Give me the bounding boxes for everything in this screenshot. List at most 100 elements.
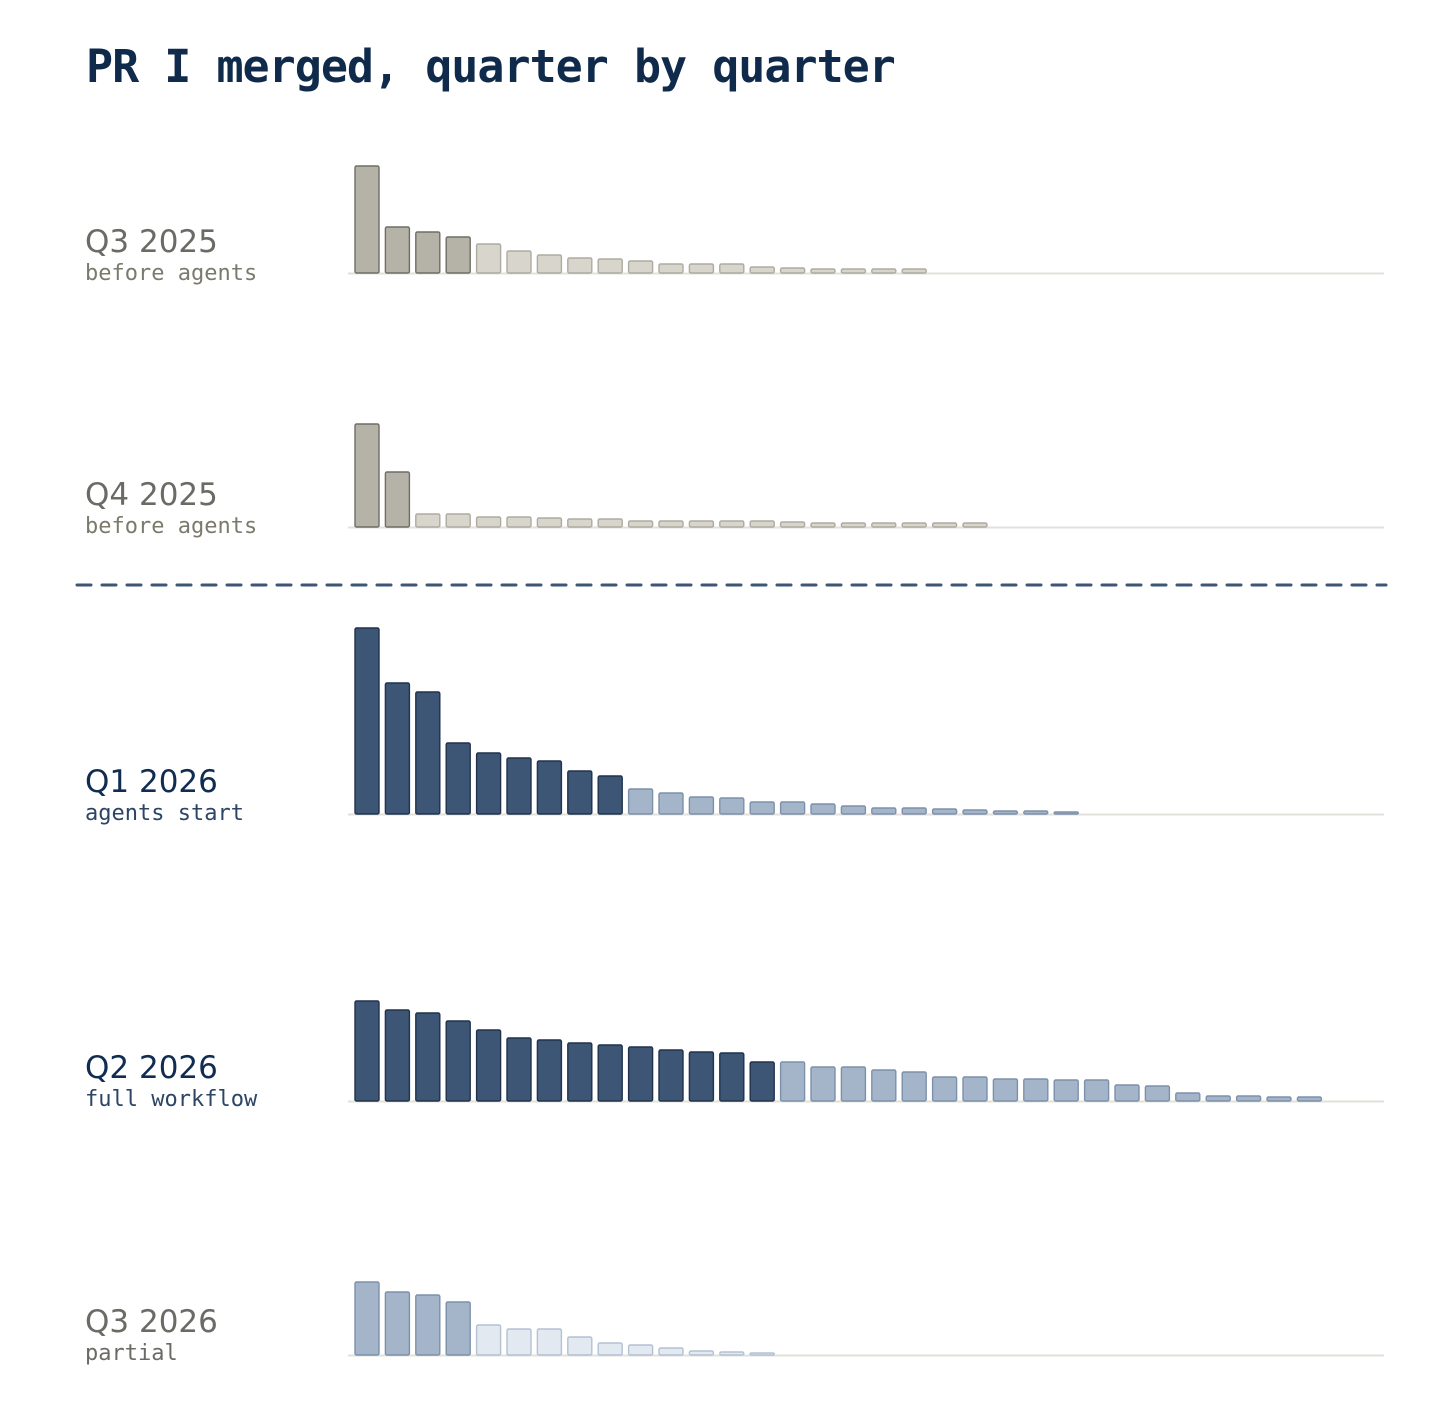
bar [719,263,745,274]
bar [840,522,867,528]
quarter-note: full workflow [85,1087,258,1112]
bar [627,1046,654,1102]
bar [627,520,654,528]
bar [719,520,745,528]
quarter-note: agents start [85,801,244,826]
bar [1144,1085,1171,1102]
bar [354,165,380,274]
bar [810,522,836,528]
quarter-label: Q3 2026 [85,1304,218,1340]
quarter-label: Q4 2025 [85,477,218,513]
bar [567,770,593,815]
bar [506,1328,532,1356]
bar [354,423,380,528]
bar [779,801,806,815]
bar [536,517,563,528]
bar [810,268,836,274]
bar [1083,1079,1110,1102]
bar [658,520,684,528]
bar [415,513,441,528]
bar [962,809,988,815]
bar [627,260,654,274]
bar [719,797,745,815]
bar [597,1342,623,1356]
bar [871,522,897,528]
bar [810,1066,836,1102]
bar [658,263,684,274]
bar [1053,811,1079,815]
bar [506,1037,532,1102]
quarter-label: Q3 2025 [85,224,218,260]
bar [445,742,471,815]
bar [475,243,502,274]
bar [354,1281,380,1356]
bar [688,796,715,815]
bar [749,266,775,274]
bar [749,1061,775,1102]
bar [506,516,532,528]
row-label-q2-2026: Q2 2026 full workflow [85,1050,345,1114]
bar [779,267,806,274]
bar [445,1020,471,1102]
bar [475,1029,502,1102]
bar [1023,810,1049,815]
bar [840,805,867,815]
bar [354,627,380,815]
bar [931,808,958,815]
bar [779,521,806,528]
bar [567,518,593,528]
row-label-q4-2025: Q4 2025 before agents [85,477,345,541]
chart-title: PR I merged, quarter by quarter [86,40,896,93]
quarter-note: partial [85,1341,178,1366]
bar [1023,1078,1049,1102]
bar [688,520,715,528]
quarter-label: Q1 2026 [85,764,218,800]
bar [445,1301,471,1356]
bar [415,691,441,815]
bar [597,775,623,815]
bar [658,1049,684,1102]
bar [688,1051,715,1102]
bar [475,752,502,815]
bar [810,803,836,815]
bar [992,1078,1019,1102]
bar [901,807,927,815]
bar [384,1009,411,1102]
bar [536,254,563,274]
quarter-note: before agents [85,514,258,539]
bar [749,520,775,528]
bar [931,1076,958,1102]
quarter-note: before agents [85,261,258,286]
bar [415,1012,441,1102]
bar [749,1352,775,1356]
bar [567,257,593,274]
row-label-q3-2025: Q3 2025 before agents [85,224,345,288]
bar [962,522,988,528]
row-label-q3-2026: Q3 2026 partial [85,1304,345,1368]
bar [597,258,623,274]
bar [536,760,563,815]
bar [901,522,927,528]
bar [597,1044,623,1102]
bar [1235,1095,1262,1102]
bar [445,513,471,528]
bar [840,268,867,274]
bar [719,1351,745,1356]
bar [415,1294,441,1356]
bar [384,682,411,815]
bar [871,1069,897,1102]
bar [1114,1084,1140,1102]
bar [506,250,532,274]
bar [384,471,411,528]
bar [475,1324,502,1356]
bar [627,788,654,815]
bar [475,516,502,528]
bar [901,268,927,274]
bar [354,1000,380,1102]
row-label-q1-2026: Q1 2026 agents start [85,764,345,828]
bar [536,1039,563,1102]
bar [597,518,623,528]
bar [962,1076,988,1102]
bar [567,1042,593,1102]
